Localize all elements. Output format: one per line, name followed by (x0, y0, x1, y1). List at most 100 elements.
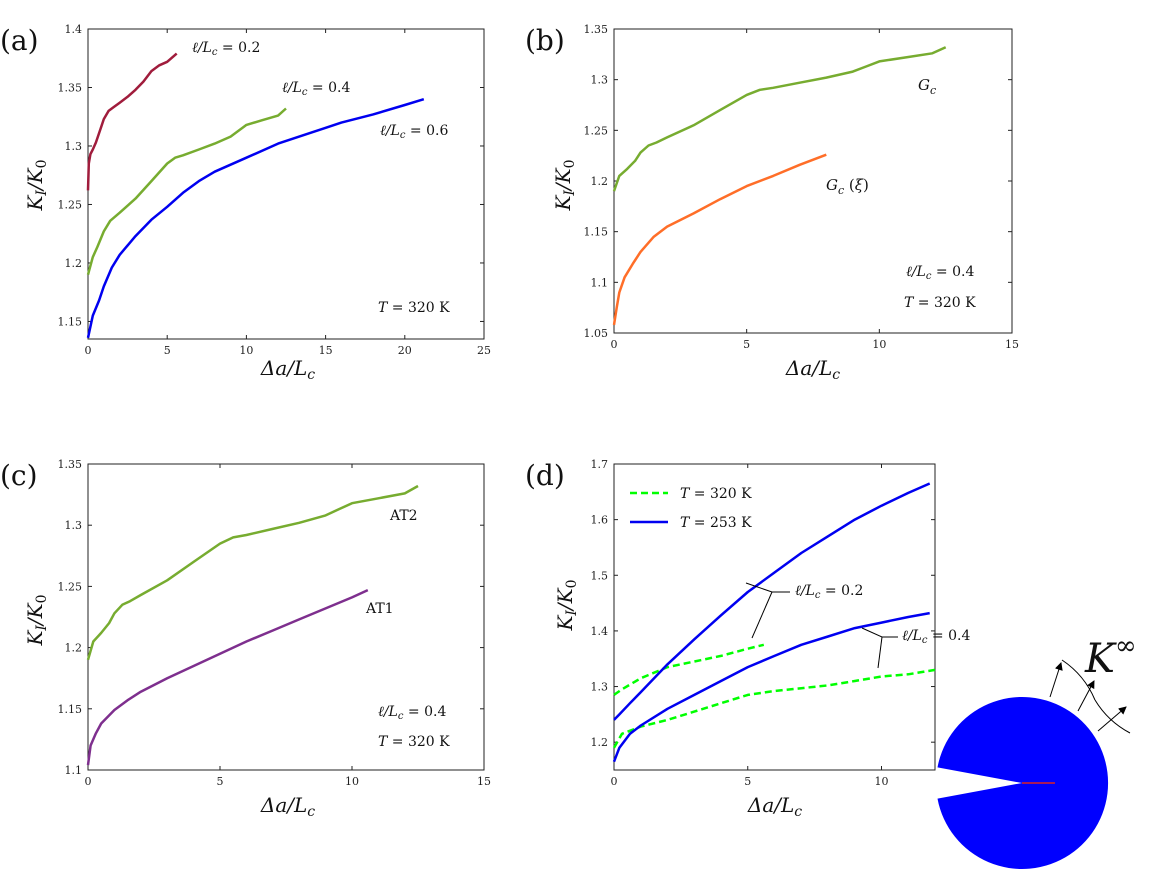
y-tick-label-d: 1.3 (591, 681, 609, 694)
series-line-c-0 (86, 484, 419, 661)
annotation-d-l04: ℓ/Lc = 0.4 (902, 628, 970, 646)
panel-label-d: (d) (525, 459, 565, 492)
x-axis-label-d: Δa/Lc (747, 793, 802, 820)
series-line-d-3 (612, 611, 930, 763)
y-tick-label-c: 1.2 (65, 642, 83, 655)
x-tick-label-b: 10 (872, 338, 886, 351)
x-axis-label-c: Δa/Lc (260, 793, 315, 820)
panel-label-a: (a) (0, 24, 39, 57)
annotation-b-temp: T = 320 K (904, 295, 976, 311)
x-axis-label-b: Δa/Lc (785, 356, 840, 383)
axes-c: 0 5 10 15 1.1 1.15 1.2 1.25 1.3 1.35 (58, 458, 492, 788)
y-tick-label-c: 1.35 (58, 458, 83, 471)
y-tick-label-a: 1.2 (65, 257, 83, 270)
x-tick-label-a: 25 (477, 344, 491, 357)
load-arrow-3 (1097, 706, 1127, 732)
y-tick-label-b: 1.25 (584, 124, 609, 137)
annotation-b-gcxi: Gc (ξ) (826, 176, 869, 197)
y-tick-label-d: 1.4 (591, 625, 609, 638)
series-line-a-0 (86, 52, 178, 191)
y-axis-label-a: KI/K0 (23, 159, 50, 211)
leader-d-l04-a (861, 627, 898, 638)
y-tick-label-b: 1.35 (584, 23, 609, 36)
x-tick-label-d: 0 (611, 775, 618, 788)
series-line-d-2 (613, 482, 931, 721)
annotation-d-l02: ℓ/Lc = 0.2 (795, 583, 863, 601)
y-tick-label-b: 1.1 (591, 276, 609, 289)
y-tick-label-a: 1.25 (58, 198, 83, 211)
x-tick-label-a: 10 (239, 344, 253, 357)
k-infinity-label: K∞ (1084, 631, 1137, 682)
series-line-d-1 (612, 668, 936, 749)
y-tick-label-c: 1.15 (58, 703, 83, 716)
y-tick-label-c: 1.25 (58, 580, 83, 593)
load-arrow-2 (1077, 680, 1095, 712)
x-tick-label-a: 5 (164, 344, 171, 357)
annotation-b-l04: ℓ/Lc = 0.4 (906, 264, 974, 282)
x-tick-label-a: 20 (398, 344, 412, 357)
y-tick-label-c: 1.3 (65, 519, 83, 532)
x-tick-label-b: 15 (1005, 338, 1019, 351)
annotation-c-at2: AT2 (389, 508, 418, 524)
panel-label-c: (c) (0, 459, 38, 492)
series-line-b-1 (612, 153, 827, 326)
panel-c: (c) 0 5 10 15 1.1 1.15 1.2 1.25 1.3 1.35 Δa/Lc KI… (0, 458, 491, 820)
y-tick-label-a: 1.35 (58, 81, 83, 94)
x-tick-label-a: 15 (319, 344, 333, 357)
y-axis-label-b: KI/K0 (551, 159, 578, 211)
series-line-a-1 (86, 107, 287, 276)
x-axis-label-a: Δa/Lc (260, 356, 315, 383)
axes-a: 0 5 10 15 20 25 1.15 1.2 1.25 1.3 1.35 1.4 (58, 23, 492, 357)
y-tick-label-a: 1.3 (65, 140, 83, 153)
x-tick-label-c: 15 (477, 775, 491, 788)
load-arc-upper (1061, 659, 1096, 701)
plot-frame-c (87, 463, 485, 771)
y-axis-label-d: KI/K0 (553, 579, 580, 631)
x-tick-label-c: 0 (85, 775, 92, 788)
load-arc (1094, 699, 1131, 734)
y-tick-label-d: 1.7 (591, 458, 609, 471)
legend-label-320: T = 320 K (680, 486, 752, 502)
series-line-d-0 (613, 643, 765, 696)
load-arrow-1 (1049, 662, 1063, 698)
leader-d-l04-b (877, 636, 883, 669)
y-axis-label-c: KI/K0 (23, 594, 50, 646)
annotation-a-temp: T = 320 K (378, 300, 450, 316)
series-line-c-1 (86, 588, 369, 766)
y-tick-label-d: 1.5 (591, 569, 609, 582)
plot-frame-d (613, 463, 936, 771)
y-tick-label-b: 1.15 (584, 226, 609, 239)
panel-a: (a) 0 5 10 15 20 25 1.15 1.2 1.25 1.3 1.35 1.4 Δa/L… (0, 23, 491, 383)
y-tick-label-b: 1.3 (591, 74, 609, 87)
leader-d-l02-b (751, 591, 773, 639)
x-tick-label-d: 10 (875, 775, 889, 788)
annotation-a-l06: ℓ/Lc = 0.6 (380, 123, 448, 141)
legend-label-253: T = 253 K (680, 515, 752, 531)
annotation-c-l04: ℓ/Lc = 0.4 (378, 704, 446, 722)
annotation-c-temp: T = 320 K (378, 734, 450, 750)
annotation-a-l04: ℓ/Lc = 0.4 (282, 80, 350, 98)
x-tick-label-b: 0 (611, 338, 618, 351)
x-tick-label-c: 10 (345, 775, 359, 788)
annotation-b-gc: Gc (918, 76, 936, 97)
x-tick-label-c: 5 (217, 775, 224, 788)
y-tick-label-a: 1.15 (58, 315, 83, 328)
annotation-a-l02: ℓ/Lc = 0.2 (192, 40, 260, 58)
y-tick-label-c: 1.1 (65, 764, 83, 777)
panel-d: (d) 0 5 10 1.2 1.3 1.4 1.5 1.6 1.7 Δa/Lc KI/K0 T… (525, 458, 970, 820)
y-tick-label-b: 1.2 (591, 175, 609, 188)
plot-frame-b (613, 28, 1013, 334)
x-tick-label-b: 5 (743, 338, 750, 351)
panel-label-b: (b) (525, 24, 565, 57)
series-line-b-0 (612, 46, 947, 192)
series-line-a-2 (86, 98, 425, 339)
y-tick-label-d: 1.6 (591, 514, 609, 527)
y-tick-label-d: 1.2 (591, 736, 609, 749)
x-tick-label-d: 5 (744, 775, 751, 788)
y-tick-label-b: 1.05 (584, 327, 609, 340)
axes-d: 0 5 10 1.2 1.3 1.4 1.5 1.6 1.7 (591, 458, 936, 788)
panel-b: (b) 0 5 10 15 1.05 1.1 1.15 1.2 1.25 1.3 1.35 Δa/L… (525, 23, 1019, 383)
annotation-c-at1: AT1 (365, 601, 394, 617)
x-tick-label-a: 0 (85, 344, 92, 357)
